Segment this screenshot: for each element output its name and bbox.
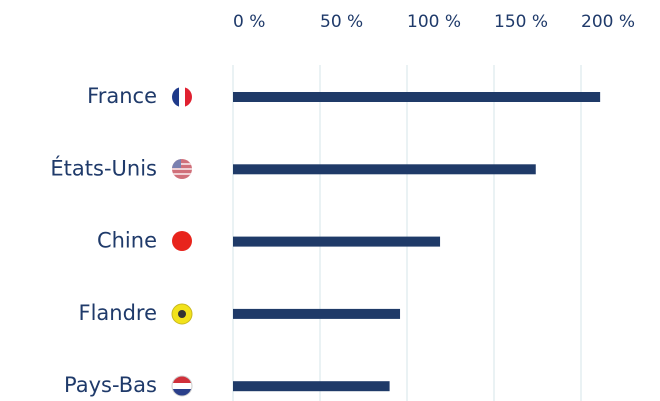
flag-netherlands (172, 376, 192, 396)
flag-flanders-lion (178, 310, 186, 318)
x-tick-label: 50 % (320, 12, 363, 32)
flag-china (172, 231, 192, 251)
category-label: Chine (97, 229, 157, 253)
category-label: France (87, 84, 157, 108)
flag-border (171, 375, 193, 397)
bar (233, 164, 536, 175)
category-label: Pays-Bas (64, 373, 157, 397)
category-label: États-Unis (50, 155, 157, 180)
bar (233, 236, 441, 247)
flag-france (172, 87, 192, 107)
x-tick-label: 200 % (581, 12, 635, 32)
x-tick-label: 100 % (407, 12, 461, 32)
category-label: Flandre (78, 301, 157, 325)
bar (233, 381, 390, 392)
bar (233, 308, 401, 319)
x-tick-label: 0 % (233, 12, 265, 32)
x-tick-label: 150 % (494, 12, 548, 32)
flag-usa (172, 159, 192, 179)
bar (233, 92, 601, 102)
